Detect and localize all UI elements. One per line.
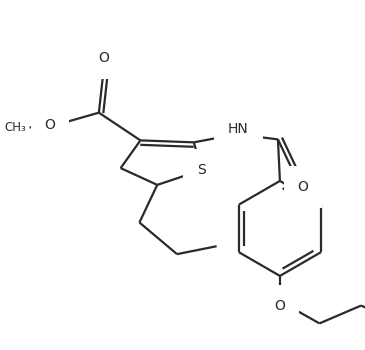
Text: O: O xyxy=(274,299,285,313)
Text: O: O xyxy=(298,180,308,194)
Text: CH₃: CH₃ xyxy=(4,121,26,134)
Text: S: S xyxy=(197,163,206,177)
Text: O: O xyxy=(99,51,109,65)
Text: HN: HN xyxy=(228,122,249,136)
Text: O: O xyxy=(45,118,55,132)
